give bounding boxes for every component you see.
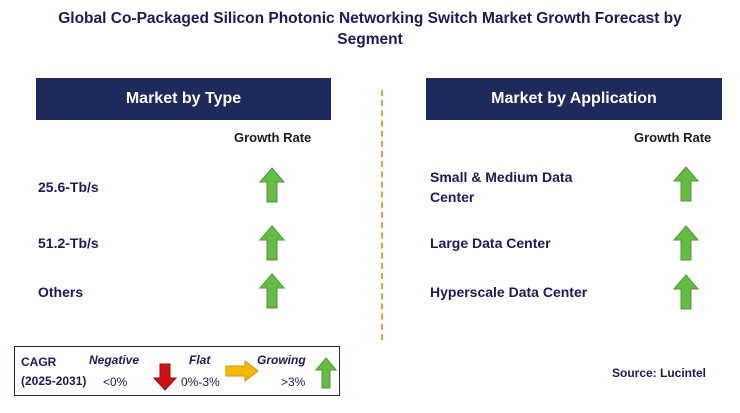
legend-period: (2025-2031) [21,374,87,388]
legend-negative-label: Negative [89,353,140,367]
legend-growing-label: Growing [257,353,306,367]
application-row-label: Small & Medium Data Center [430,169,573,205]
negative-arrow-icon [153,363,177,391]
flat-arrow-icon [225,360,259,382]
growing-arrow-icon [673,166,699,202]
page-title: Global Co-Packaged Silicon Photonic Netw… [58,10,682,48]
market-by-type-header: Market by Type [36,78,331,120]
legend-flat-label: Flat [189,353,211,367]
growing-arrow-icon [259,167,285,203]
legend-cagr-label: CAGR [21,355,57,369]
growing-arrow-icon [259,273,285,309]
legend-negative-range: <0% [103,375,128,389]
application-row-label: Hyperscale Data Center [430,284,588,300]
type-growth-rate-header: Growth Rate [234,130,312,145]
growing-arrow-icon [673,225,699,261]
application-row-label: Large Data Center [430,235,551,251]
cagr-legend: CAGR (2025-2031) Negative <0% Flat 0%-3%… [14,346,340,396]
source-note: Source: Lucintel [612,366,707,380]
growing-arrow-icon [259,225,285,261]
application-growth-rate-header: Growth Rate [634,130,712,145]
legend-flat-range: 0%-3% [181,375,220,389]
type-row-label: Others [38,284,84,300]
market-by-application-header: Market by Application [426,78,722,120]
type-row-label: 51.2-Tb/s [38,235,99,251]
legend-growing-range: >3% [281,375,306,389]
growing-arrow-icon [315,357,337,389]
panel-divider [381,90,383,340]
growing-arrow-icon [673,274,699,310]
type-row-label: 25.6-Tb/s [38,179,99,195]
